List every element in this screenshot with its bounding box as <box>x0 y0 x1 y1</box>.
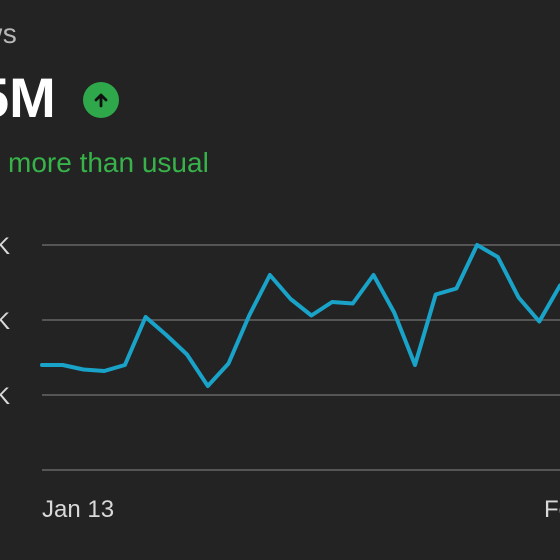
arrow-up-circle-icon <box>83 82 119 118</box>
comparison-text: l more than usual <box>0 147 209 178</box>
x-tick-label: Jan 13 <box>42 496 114 523</box>
y-tick-label: K <box>0 383 10 410</box>
y-tick-label: K <box>0 233 10 260</box>
x-axis-tick-labels: Jan 13 Fe <box>42 496 560 523</box>
metric-label: ws <box>0 18 18 49</box>
series-line <box>40 243 560 388</box>
metric-value: 5M <box>0 66 56 129</box>
y-tick-label: K <box>0 308 10 335</box>
series-points <box>41 244 560 387</box>
y-axis-tick-labels: K K K <box>0 233 10 410</box>
chart-grid <box>42 244 560 471</box>
x-tick-label: Fe <box>544 496 560 523</box>
